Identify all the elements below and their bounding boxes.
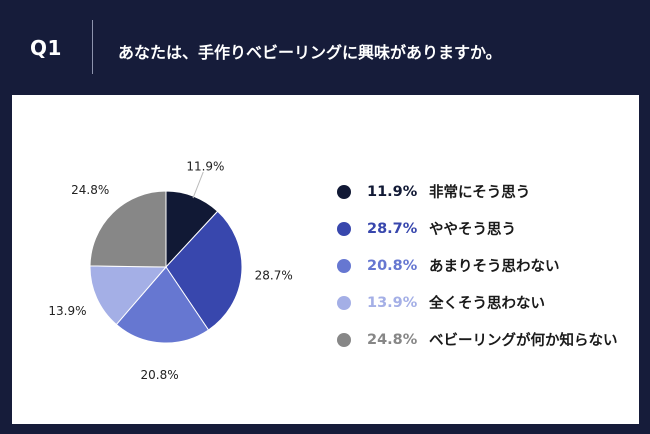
slice-label: 24.8% [71,183,109,197]
legend-pct: 11.9% [367,183,418,200]
legend-item: 24.8% ベビーリングが何か知らない [337,327,618,352]
legend-label: 非常にそう思う [429,185,531,201]
legend-label: ベビーリングが何か知らない [429,333,618,349]
question-number: Q1 [30,36,62,60]
legend-pct: 28.7% [367,220,418,237]
legend-dot [337,221,351,236]
question-title: あなたは、手作りベビーリングに興味がありますか。 [118,43,502,62]
legend-item: 28.7% ややそう思う [337,216,618,241]
legend-dot [337,332,351,347]
slice-label: 11.9% [186,159,224,173]
legend-dot [337,184,351,199]
slice-label: 20.8% [141,368,179,382]
legend-pct: 24.8% [367,331,418,348]
slice-label: 28.7% [255,268,293,282]
legend: 11.9% 非常にそう思う 28.7% ややそう思う 20.8% あまりそう思わ… [337,179,618,364]
legend-dot [337,258,351,273]
leader-line [192,171,204,199]
header-bar: Q1 あなたは、手作りベビーリングに興味がありますか。 [0,0,650,95]
legend-item: 13.9% 全くそう思わない [337,290,618,315]
legend-item: 11.9% 非常にそう思う [337,179,618,204]
pie-slice [89,265,168,326]
legend-pct: 20.8% [367,257,418,274]
pie-slice [115,266,210,344]
slice-label: 13.9% [48,304,86,318]
legend-item: 20.8% あまりそう思わない [337,253,618,278]
legend-label: ややそう思う [429,222,516,238]
pie-chart: 11.9% 28.7% 20.8% 13.9% 24.8% [48,159,293,382]
pie-slice [89,190,167,268]
legend-label: 全くそう思わない [429,296,545,312]
chart-card: 11.9% 28.7% 20.8% 13.9% 24.8% 11.9% 非常にそう思う … [12,95,639,424]
header-divider [92,20,93,74]
legend-pct: 13.9% [367,294,418,311]
pie-slice [165,210,243,331]
legend-dot [337,295,351,310]
legend-label: あまりそう思わない [429,259,560,275]
